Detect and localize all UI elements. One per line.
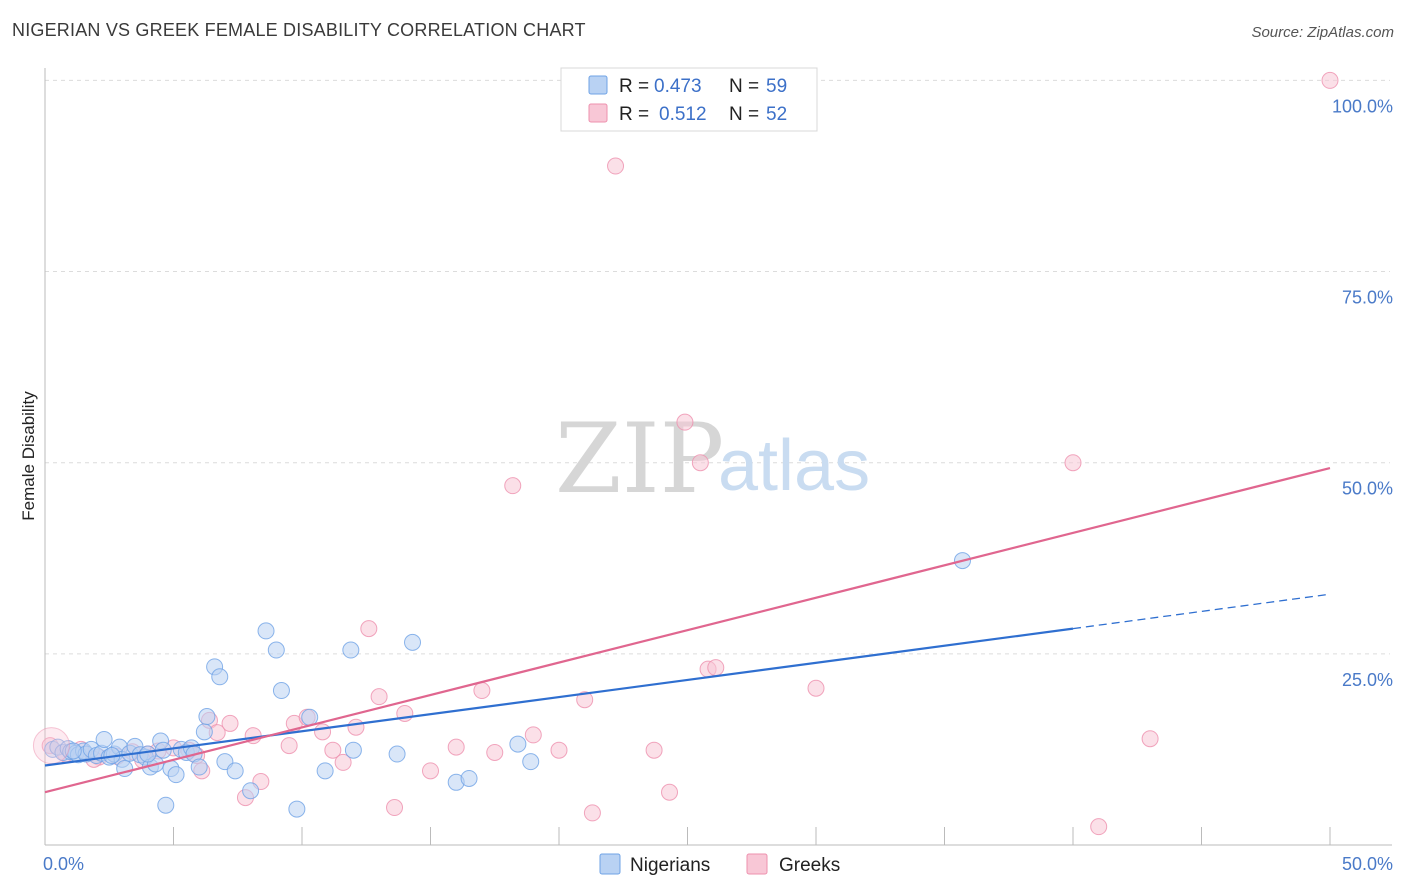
nigerians-point: [509, 735, 527, 753]
nigerians-trend-line-extension: [1072, 593, 1331, 630]
source-label: Source: ZipAtlas.com: [1251, 24, 1394, 41]
greeks-point: [676, 413, 694, 431]
nigerians-point: [157, 796, 175, 814]
greeks-point: [1321, 71, 1339, 89]
legend-nigerians-r-value: 0.473: [654, 76, 702, 97]
trend-lines: [44, 466, 1331, 794]
greeks-point: [1090, 818, 1108, 836]
nigerians-point: [95, 730, 113, 748]
y-tick-label: 75.0%: [1342, 288, 1393, 308]
bottom-legend: Nigerians Greeks: [599, 853, 840, 876]
nigerians-point: [522, 753, 540, 771]
nigerians-point: [211, 668, 229, 686]
watermark: ZIP atlas: [555, 403, 870, 515]
greeks-point: [607, 157, 625, 175]
nigerians-point: [301, 708, 319, 726]
greeks-point: [576, 691, 594, 709]
greeks-point: [422, 762, 439, 780]
greeks-point: [360, 620, 378, 638]
axes: [44, 68, 1392, 846]
greeks-point: [645, 741, 663, 759]
greeks-point: [707, 659, 725, 677]
greeks-point: [221, 714, 239, 732]
nigerians-point: [344, 741, 362, 759]
nigerians-point: [257, 622, 275, 640]
nigerians-trend-line: [44, 627, 1074, 767]
greeks-point: [550, 741, 568, 759]
nigerians-point: [342, 641, 360, 659]
greeks-point: [334, 753, 352, 771]
watermark-atlas: atlas: [718, 426, 870, 506]
legend-greeks-r-label: R =: [619, 104, 649, 125]
greeks-point: [661, 783, 679, 801]
legend-swatch-greeks: [588, 103, 608, 123]
legend: R = 0.473 N = 59 R = 0.512 N = 52: [560, 67, 818, 132]
x-tick-labels: 0.0% 50.0%: [43, 854, 1393, 874]
nigerians-point: [404, 633, 422, 651]
greeks-point: [524, 726, 542, 744]
greeks-point: [314, 723, 332, 741]
greeks-point: [504, 477, 522, 495]
data-points: [32, 71, 1339, 836]
bottom-legend-nigerians: Nigerians: [630, 855, 710, 876]
greeks-point: [691, 454, 709, 472]
greeks-point: [32, 727, 70, 765]
greeks-point: [583, 804, 601, 822]
y-tick-label: 100.0%: [1332, 96, 1393, 116]
greeks-point: [280, 737, 298, 755]
greeks-point: [473, 682, 491, 700]
y-tick-labels: 25.0% 50.0% 75.0% 100.0%: [1332, 96, 1393, 689]
greeks-point: [447, 738, 465, 756]
greeks-point: [1064, 454, 1082, 472]
nigerians-point: [190, 758, 208, 776]
nigerians-point: [198, 708, 216, 726]
greeks-point: [347, 718, 365, 736]
legend-nigerians-n-value: 59: [766, 76, 787, 97]
y-axis-title: Female Disability: [19, 391, 38, 521]
nigerians-point: [272, 682, 290, 700]
legend-greeks-n-label: N =: [729, 104, 759, 125]
greeks-point: [370, 688, 388, 706]
greeks-point: [1141, 730, 1159, 748]
gridlines: [45, 79, 1390, 655]
chart-title: NIGERIAN VS GREEK FEMALE DISABILITY CORR…: [12, 20, 586, 40]
greeks-point: [486, 743, 504, 761]
x-tick-label: 0.0%: [43, 854, 84, 874]
nigerians-point: [460, 769, 478, 787]
legend-nigerians-r-label: R =: [619, 76, 649, 97]
greeks-point: [324, 741, 342, 759]
greeks-point: [807, 679, 825, 697]
nigerians-point: [388, 745, 406, 763]
x-tick-label: 50.0%: [1342, 854, 1393, 874]
nigerians-point: [167, 766, 185, 784]
greeks-point: [386, 799, 404, 817]
y-tick-label: 25.0%: [1342, 670, 1393, 690]
nigerians-point: [288, 800, 306, 818]
legend-nigerians-n-label: N =: [729, 76, 759, 97]
nigerians-point: [195, 723, 213, 741]
nigerians-point: [242, 782, 260, 800]
legend-greeks-r-value: 0.512: [659, 104, 707, 125]
bottom-legend-swatch-greeks: [746, 853, 768, 875]
nigerians-point: [139, 745, 157, 763]
bottom-legend-greeks: Greeks: [779, 855, 840, 876]
bottom-legend-swatch-nigerians: [599, 853, 621, 875]
nigerians-point: [267, 641, 285, 659]
nigerians-point: [316, 762, 334, 780]
legend-greeks-n-value: 52: [766, 104, 787, 125]
legend-swatch-nigerians: [588, 75, 608, 95]
nigerians-point: [226, 762, 244, 780]
greeks-trend-line: [44, 466, 1331, 794]
y-tick-label: 50.0%: [1342, 479, 1393, 499]
